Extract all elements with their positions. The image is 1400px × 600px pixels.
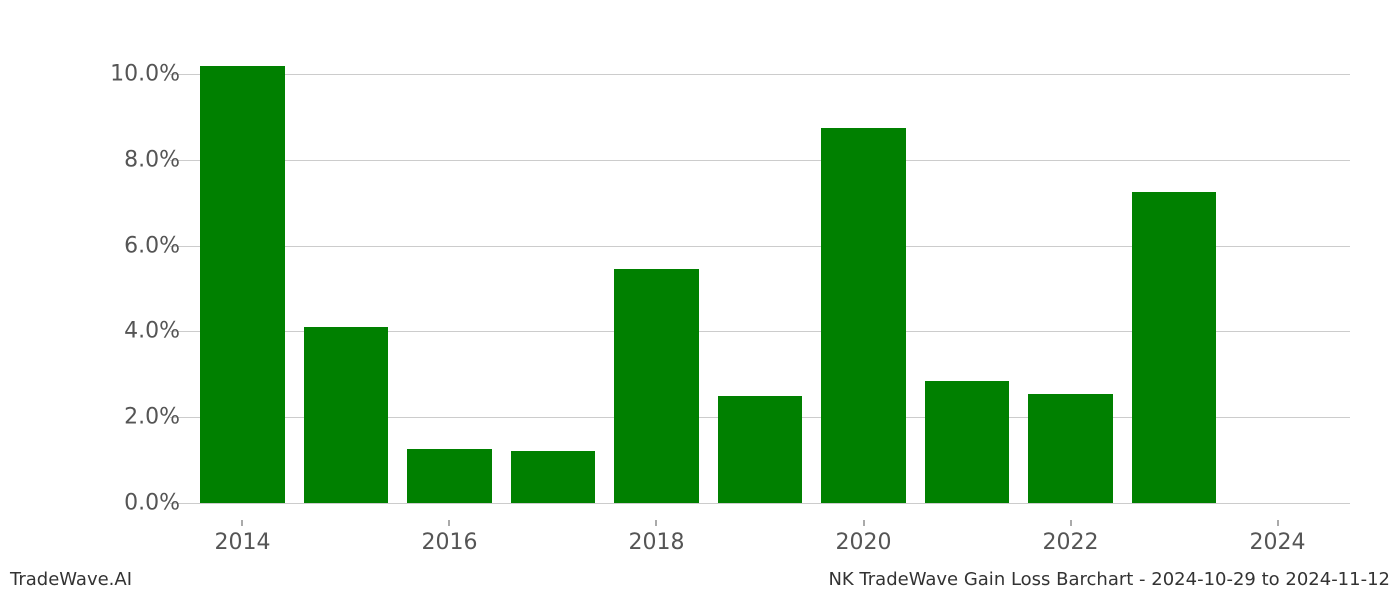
bar	[1132, 192, 1217, 503]
gridline	[170, 74, 1350, 75]
y-tick-label: 0.0%	[100, 490, 180, 515]
gridline	[170, 503, 1350, 504]
footer-right-text: NK TradeWave Gain Loss Barchart - 2024-1…	[828, 569, 1390, 590]
y-tick-label: 10.0%	[100, 62, 180, 87]
y-tick-label: 8.0%	[100, 148, 180, 173]
bar	[511, 451, 596, 502]
x-tick-label: 2022	[1043, 530, 1099, 555]
x-tick-label: 2020	[836, 530, 892, 555]
x-tick-mark	[1277, 520, 1278, 526]
x-tick-mark	[449, 520, 450, 526]
bar-chart	[170, 40, 1350, 520]
y-tick-label: 6.0%	[100, 233, 180, 258]
footer-left-text: TradeWave.AI	[10, 569, 132, 590]
y-tick-label: 2.0%	[100, 405, 180, 430]
x-tick-label: 2024	[1250, 530, 1306, 555]
y-tick-label: 4.0%	[100, 319, 180, 344]
x-tick-label: 2014	[214, 530, 270, 555]
bar	[407, 449, 492, 503]
bar	[1028, 394, 1113, 503]
x-tick-label: 2016	[421, 530, 477, 555]
bar	[821, 128, 906, 503]
x-tick-mark	[863, 520, 864, 526]
bar	[614, 269, 699, 503]
bar	[304, 327, 389, 503]
gridline	[170, 160, 1350, 161]
x-tick-mark	[656, 520, 657, 526]
x-tick-mark	[1070, 520, 1071, 526]
bar	[718, 396, 803, 503]
x-tick-label: 2018	[628, 530, 684, 555]
plot-area	[170, 40, 1350, 520]
x-tick-mark	[242, 520, 243, 526]
bar	[925, 381, 1010, 503]
bar	[200, 66, 285, 503]
